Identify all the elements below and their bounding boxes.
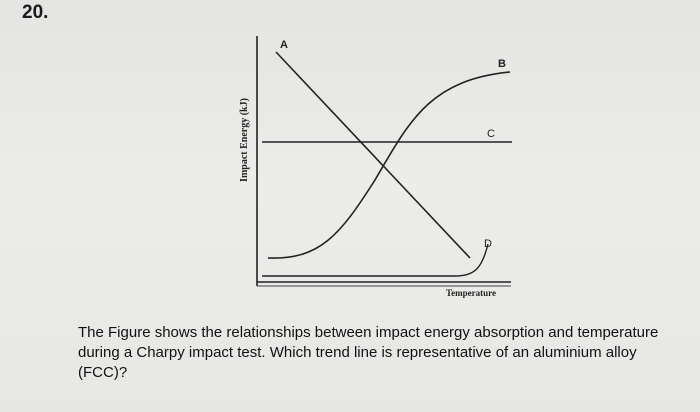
question-text: The Figure shows the relationships betwe…	[78, 324, 659, 381]
curve-label-a: A	[280, 39, 288, 51]
y-axis-label: Impact Energy (kJ)	[239, 98, 250, 182]
curve-d	[262, 243, 489, 277]
curve-label-c: C	[487, 128, 495, 140]
curve-a	[275, 51, 471, 259]
curve-label-d: D	[484, 238, 492, 250]
x-axis-label: Temperature	[446, 288, 496, 298]
curve-b	[267, 71, 511, 259]
curve-label-b: B	[498, 58, 506, 70]
question-number: 20.	[22, 2, 49, 23]
